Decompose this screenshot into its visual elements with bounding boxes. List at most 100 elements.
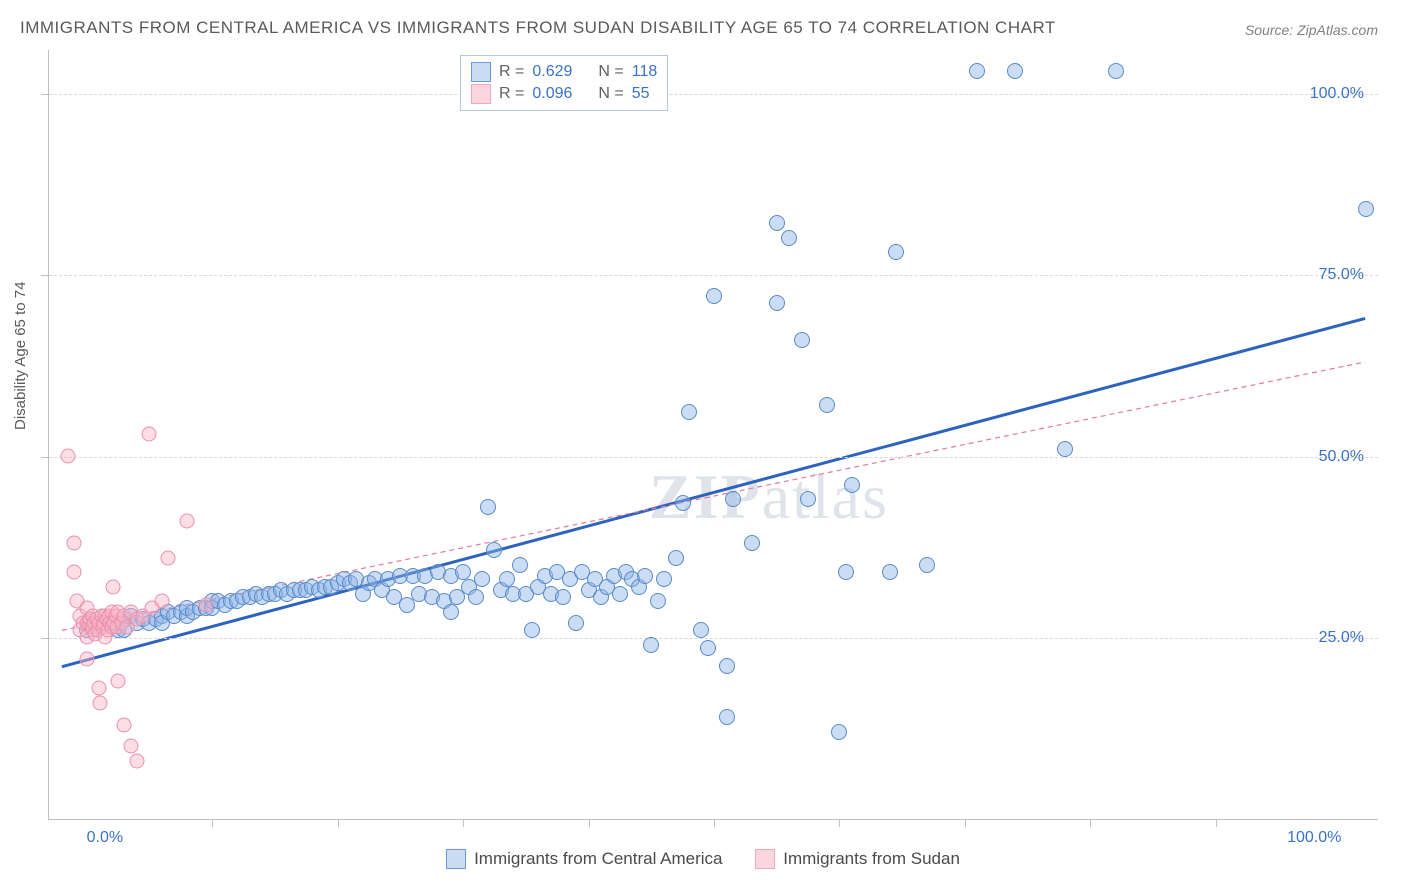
source-attribution: Source: ZipAtlas.com xyxy=(1245,22,1378,38)
xtick xyxy=(965,819,966,827)
ytick-label: 100.0% xyxy=(1310,85,1364,103)
trend-line-blue xyxy=(62,318,1365,666)
data-point-blue xyxy=(1057,441,1073,457)
gridline xyxy=(49,94,1378,95)
data-point-blue xyxy=(656,571,672,587)
data-point-blue xyxy=(769,295,785,311)
data-point-blue xyxy=(675,495,691,511)
data-point-pink xyxy=(117,717,132,732)
data-point-blue xyxy=(1007,63,1023,79)
data-point-blue xyxy=(524,622,540,638)
trend-lines-layer xyxy=(49,50,1378,819)
data-point-blue xyxy=(719,658,735,674)
gridline xyxy=(49,275,1378,276)
data-point-blue xyxy=(637,568,653,584)
data-point-pink xyxy=(161,550,176,565)
ytick-label: 75.0% xyxy=(1319,266,1364,284)
data-point-blue xyxy=(612,586,628,602)
data-point-blue xyxy=(468,589,484,605)
data-point-blue xyxy=(969,63,985,79)
n-value: 118 xyxy=(632,63,658,81)
plot-area: ZIPatlas 25.0%50.0%75.0%100.0%0.0%100.0% xyxy=(48,50,1378,820)
xtick-label: 0.0% xyxy=(87,829,123,847)
xtick xyxy=(589,819,590,827)
r-value: 0.629 xyxy=(532,63,572,81)
data-point-blue xyxy=(838,564,854,580)
data-point-blue xyxy=(681,404,697,420)
data-point-pink xyxy=(111,673,126,688)
gridline xyxy=(49,457,1378,458)
data-point-blue xyxy=(844,477,860,493)
ytick xyxy=(41,94,49,95)
swatch-blue xyxy=(446,849,466,869)
data-point-blue xyxy=(512,557,528,573)
ytick-label: 25.0% xyxy=(1319,629,1364,647)
xtick xyxy=(212,819,213,827)
data-point-pink xyxy=(123,739,138,754)
data-point-pink xyxy=(60,448,75,463)
data-point-blue xyxy=(882,564,898,580)
data-point-blue xyxy=(668,550,684,566)
n-label: N = xyxy=(598,63,623,81)
data-point-pink xyxy=(180,514,195,529)
xtick-label: 100.0% xyxy=(1287,829,1341,847)
legend-label: Immigrants from Central America xyxy=(474,849,722,869)
data-point-pink xyxy=(93,695,108,710)
chart-title: IMMIGRANTS FROM CENTRAL AMERICA VS IMMIG… xyxy=(20,18,1056,38)
data-point-pink xyxy=(92,681,107,696)
gridline xyxy=(49,638,1378,639)
data-point-blue xyxy=(781,230,797,246)
data-point-blue xyxy=(719,709,735,725)
data-point-blue xyxy=(486,542,502,558)
data-point-blue xyxy=(888,244,904,260)
ytick xyxy=(41,638,49,639)
legend-label: Immigrants from Sudan xyxy=(783,849,960,869)
data-point-blue xyxy=(819,397,835,413)
swatch-pink xyxy=(471,84,491,104)
data-point-blue xyxy=(744,535,760,551)
data-point-blue xyxy=(919,557,935,573)
data-point-blue xyxy=(480,499,496,515)
data-point-pink xyxy=(67,535,82,550)
legend-series: Immigrants from Central America Immigran… xyxy=(0,849,1406,874)
data-point-blue xyxy=(555,589,571,605)
ytick xyxy=(41,457,49,458)
legend-row-blue: R = 0.629 N = 118 xyxy=(471,62,657,82)
data-point-pink xyxy=(129,753,144,768)
data-point-pink xyxy=(142,427,157,442)
r-label: R = xyxy=(499,63,524,81)
data-point-blue xyxy=(650,593,666,609)
data-point-blue xyxy=(1108,63,1124,79)
swatch-blue xyxy=(471,62,491,82)
legend-item-pink: Immigrants from Sudan xyxy=(755,849,960,869)
data-point-pink xyxy=(198,597,213,612)
xtick xyxy=(463,819,464,827)
xtick xyxy=(1216,819,1217,827)
data-point-blue xyxy=(643,637,659,653)
data-point-blue xyxy=(700,640,716,656)
data-point-blue xyxy=(706,288,722,304)
ytick xyxy=(41,275,49,276)
y-axis-label: Disability Age 65 to 74 xyxy=(12,282,29,430)
data-point-blue xyxy=(800,491,816,507)
data-point-blue xyxy=(794,332,810,348)
data-point-blue xyxy=(693,622,709,638)
n-value: 55 xyxy=(632,85,650,103)
data-point-blue xyxy=(443,604,459,620)
xtick xyxy=(839,819,840,827)
data-point-blue xyxy=(568,615,584,631)
r-label: R = xyxy=(499,85,524,103)
data-point-pink xyxy=(79,652,94,667)
legend-correlation: R = 0.629 N = 118 R = 0.096 N = 55 xyxy=(460,55,668,111)
data-point-blue xyxy=(769,215,785,231)
data-point-blue xyxy=(831,724,847,740)
data-point-pink xyxy=(154,594,169,609)
r-value: 0.096 xyxy=(532,85,572,103)
xtick xyxy=(1090,819,1091,827)
data-point-blue xyxy=(725,491,741,507)
data-point-pink xyxy=(67,565,82,580)
data-point-pink xyxy=(105,579,120,594)
xtick xyxy=(338,819,339,827)
n-label: N = xyxy=(598,85,623,103)
data-point-blue xyxy=(1358,201,1374,217)
